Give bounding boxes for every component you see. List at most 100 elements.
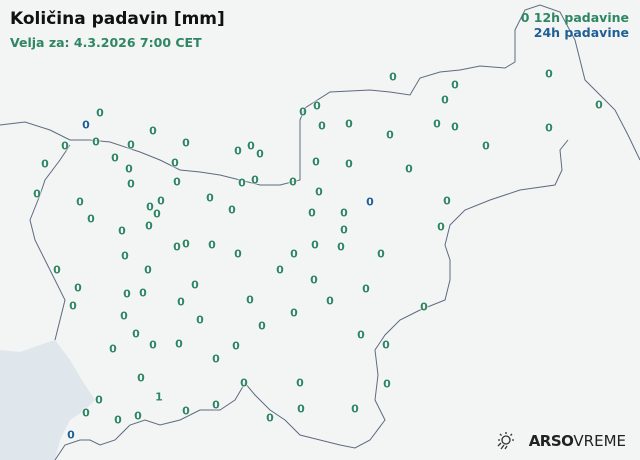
station-12h-value: 0 — [139, 286, 147, 300]
legend-12h: 0 12h padavine — [521, 10, 629, 25]
legend-12h-label: 12h padavine — [533, 10, 629, 25]
station-12h-value: 0 — [297, 402, 305, 416]
station-12h-value: 0 — [405, 162, 413, 176]
station-12h-value: 0 — [290, 306, 298, 320]
station-12h-value: 0 — [111, 151, 119, 165]
station-12h-value: 0 — [121, 249, 129, 263]
station-12h-value: 0 — [345, 117, 353, 131]
valid-time: Velja za: 4.3.2026 7:00 CET — [10, 35, 202, 50]
station-12h-value: 0 — [41, 157, 49, 171]
station-12h-value: 0 — [212, 398, 220, 412]
station-12h-value: 0 — [420, 300, 428, 314]
station-12h-value: 0 — [299, 105, 307, 119]
station-12h-value: 0 — [256, 147, 264, 161]
station-12h-value: 0 — [74, 281, 82, 295]
station-12h-value: 0 — [345, 157, 353, 171]
station-12h-value: 0 — [123, 287, 131, 301]
station-12h-value: 0 — [290, 247, 298, 261]
station-12h-value: 0 — [153, 207, 161, 221]
station-12h-value: 0 — [441, 93, 449, 107]
station-12h-value: 0 — [315, 185, 323, 199]
station-12h-value: 0 — [443, 194, 451, 208]
station-12h-value: 0 — [251, 173, 259, 187]
station-12h-value: 0 — [238, 176, 246, 190]
logo-product: VREME — [573, 432, 626, 450]
station-12h-value: 0 — [246, 293, 254, 307]
station-12h-value: 0 — [311, 238, 319, 252]
station-12h-value: 0 — [312, 155, 320, 169]
station-12h-value: 0 — [76, 195, 84, 209]
station-12h-value: 0 — [206, 191, 214, 205]
sea — [0, 340, 95, 460]
station-12h-value: 0 — [340, 206, 348, 220]
legend-24h: 24h padavine — [533, 25, 629, 40]
station-12h-value: 0 — [96, 106, 104, 120]
station-12h-value: 0 — [232, 339, 240, 353]
station-12h-value: 0 — [545, 67, 553, 81]
map-title: Količina padavin [mm] — [10, 9, 225, 29]
arso-logo: ARSOVREME — [495, 431, 626, 451]
station-12h-value: 0 — [247, 139, 255, 153]
station-12h-value: 0 — [234, 144, 242, 158]
station-12h-value: 0 — [177, 295, 185, 309]
sun-rain-icon — [497, 432, 514, 450]
station-12h-value: 0 — [173, 175, 181, 189]
station-12h-value: 0 — [173, 240, 181, 254]
station-12h-value: 0 — [313, 99, 321, 113]
station-12h-value: 0 — [127, 138, 135, 152]
station-12h-value: 0 — [296, 376, 304, 390]
station-12h-value: 0 — [451, 120, 459, 134]
station-12h-value: 0 — [266, 411, 274, 425]
legend: 0 12h padavine 24h padavine — [521, 10, 629, 40]
station-24h-value: 0 — [67, 428, 75, 442]
station-12h-value: 0 — [137, 371, 145, 385]
station-12h-value: 0 — [95, 393, 103, 407]
station-12h-value: 0 — [340, 223, 348, 237]
station-12h-value: 0 — [482, 139, 490, 153]
station-12h-value: 0 — [33, 187, 41, 201]
station-12h-value: 0 — [114, 413, 122, 427]
station-12h-value: 0 — [234, 247, 242, 261]
station-12h-value: 0 — [82, 406, 90, 420]
station-12h-value: 0 — [61, 139, 69, 153]
station-12h-value: 0 — [182, 136, 190, 150]
station-12h-value: 0 — [318, 119, 326, 133]
station-12h-value: 0 — [389, 70, 397, 84]
station-12h-value: 0 — [326, 294, 334, 308]
station-12h-value: 0 — [351, 402, 359, 416]
station-12h-value: 0 — [228, 203, 236, 217]
station-12h-value: 0 — [240, 376, 248, 390]
station-12h-value: 0 — [69, 299, 77, 313]
station-12h-value: 0 — [382, 338, 390, 352]
station-12h-value: 0 — [289, 175, 297, 189]
station-12h-value: 0 — [145, 219, 153, 233]
station-12h-value: 0 — [545, 121, 553, 135]
station-12h-value: 0 — [87, 212, 95, 226]
station-12h-value: 0 — [157, 194, 165, 208]
station-12h-value: 0 — [433, 117, 441, 131]
station-12h-value: 0 — [182, 404, 190, 418]
station-12h-value: 0 — [144, 263, 152, 277]
station-12h-value: 0 — [383, 377, 391, 391]
station-12h-value: 1 — [155, 390, 163, 404]
station-12h-value: 0 — [191, 278, 199, 292]
station-12h-value: 0 — [310, 273, 318, 287]
station-12h-value: 0 — [437, 220, 445, 234]
station-12h-value: 0 — [149, 124, 157, 138]
station-12h-value: 0 — [451, 78, 459, 92]
station-24h-value: 0 — [82, 118, 90, 132]
station-12h-value: 0 — [92, 135, 100, 149]
logo-brand: ARSO — [528, 432, 574, 450]
station-12h-value: 0 — [134, 409, 142, 423]
station-12h-value: 0 — [357, 328, 365, 342]
station-12h-value: 0 — [146, 200, 154, 214]
station-12h-value: 0 — [125, 162, 133, 176]
station-12h-value: 0 — [171, 156, 179, 170]
station-12h-value: 0 — [109, 342, 117, 356]
station-12h-value: 0 — [212, 352, 220, 366]
country-border — [0, 4, 640, 460]
station-12h-value: 0 — [377, 247, 385, 261]
station-12h-value: 0 — [149, 338, 157, 352]
station-12h-value: 0 — [362, 282, 370, 296]
